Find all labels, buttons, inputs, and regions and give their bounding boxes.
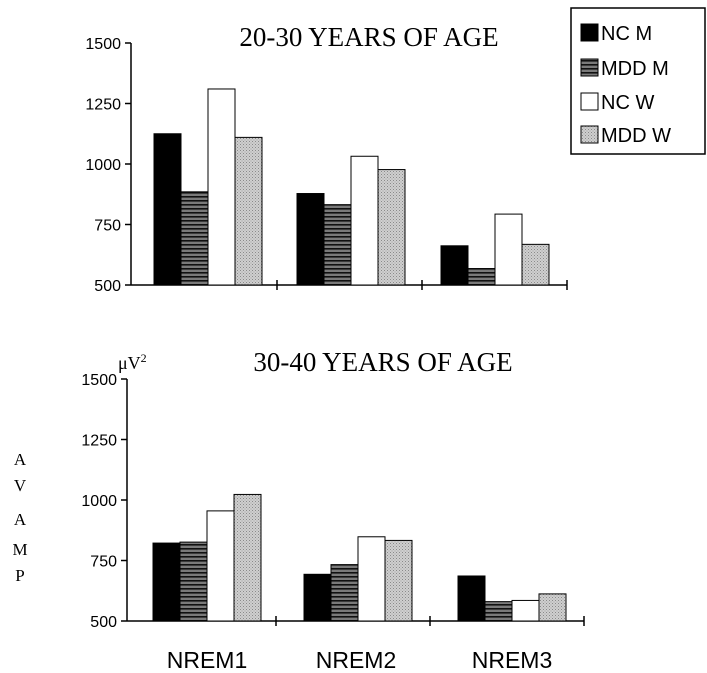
unit-base: μV <box>118 353 141 373</box>
bar-30-40-nrem1-nc-w <box>206 510 235 622</box>
legend-label-mdd-m: MDD M <box>601 58 669 80</box>
legend-label-nc-m: NC M <box>601 23 652 45</box>
chart-title-20-30: 20-30 YEARS OF AGE <box>239 22 498 52</box>
legend-label-mdd-w: MDD W <box>601 125 671 147</box>
chart-30-40: μV2 30-40 YEARS OF AGE 500 750 1000 1250 150… <box>81 347 585 673</box>
unit-label: μV2 <box>118 351 147 373</box>
bar-20-30-nrem2-mdd-m <box>323 204 352 286</box>
chart-20-30: 20-30 YEARS OF AGE 500 750 1000 1250 1500 <box>85 22 568 295</box>
bar-30-40-nrem2-nc-w <box>357 536 386 622</box>
unit-exponent: 2 <box>141 351 147 365</box>
category-labels: NREM1 NREM2 NREM3 <box>167 647 553 673</box>
bar-30-40-nrem1-mdd-m <box>179 541 208 622</box>
y-tick-label-30-40-500: 500 <box>90 614 117 631</box>
bar-20-30-nrem3-mdd-w <box>521 243 550 286</box>
bar-30-40-nrem3-mdd-m <box>484 601 513 622</box>
y-tick-label-30-40-1000: 1000 <box>81 493 117 510</box>
x-category-label-nrem3: NREM3 <box>472 647 553 673</box>
y-label-letter-0: A <box>14 450 27 469</box>
legend-swatch-mdd-w <box>580 125 599 144</box>
y-tick-label-20-30-1500: 1500 <box>85 36 121 53</box>
bar-20-30-nrem2-nc-w <box>350 155 379 286</box>
x-category-label-nrem1: NREM1 <box>167 647 248 673</box>
bar-20-30-nrem3-nc-w <box>494 213 523 286</box>
y-tick-label-30-40-1250: 1250 <box>81 433 117 450</box>
bar-20-30-nrem2-mdd-w <box>377 169 406 286</box>
y-tick-label-20-30-500: 500 <box>94 278 121 295</box>
y-tick-label-20-30-1250: 1250 <box>85 97 121 114</box>
x-category-label-nrem2: NREM2 <box>316 647 397 673</box>
legend-swatch-mdd-m <box>580 58 599 77</box>
bar-30-40-nrem3-nc-m <box>457 575 486 622</box>
bar-20-30-nrem1-nc-w <box>207 88 236 286</box>
bar-20-30-nrem3-mdd-m <box>467 268 496 286</box>
chart-title-30-40: 30-40 YEARS OF AGE <box>253 347 512 377</box>
bar-20-30-nrem1-nc-m <box>153 133 182 286</box>
y-label-letter-4: P <box>15 566 24 585</box>
bar-30-40-nrem1-mdd-w <box>233 493 262 622</box>
bar-30-40-nrem3-nc-w <box>511 599 540 622</box>
bar-20-30-nrem2-nc-m <box>296 193 325 286</box>
y-label-letter-1: V <box>14 476 27 495</box>
y-tick-label-20-30-750: 750 <box>94 218 121 235</box>
legend-swatch-nc-w <box>580 92 599 111</box>
legend: NC M MDD M NC W MDD W <box>570 7 706 155</box>
legend-swatch-nc-m <box>580 23 599 42</box>
bar-30-40-nrem2-nc-m <box>303 573 332 622</box>
bar-20-30-nrem3-nc-m <box>440 245 469 286</box>
bar-30-40-nrem2-mdd-w <box>384 539 413 622</box>
legend-label-nc-w: NC W <box>601 92 654 114</box>
y-label-letter-2: A <box>14 510 27 529</box>
bar-20-30-nrem1-mdd-m <box>180 191 209 286</box>
bars-20-30 <box>153 88 550 286</box>
y-tick-label-30-40-750: 750 <box>90 554 117 571</box>
y-tick-label-20-30-1000: 1000 <box>85 157 121 174</box>
y-label-letter-3: M <box>12 540 27 559</box>
bar-30-40-nrem1-nc-m <box>152 542 181 622</box>
y-tick-label-30-40-1500: 1500 <box>81 372 117 389</box>
bar-30-40-nrem3-mdd-w <box>538 593 567 622</box>
bar-20-30-nrem1-mdd-w <box>234 136 263 286</box>
bars-30-40 <box>152 493 567 622</box>
bar-30-40-nrem2-mdd-m <box>330 564 359 622</box>
